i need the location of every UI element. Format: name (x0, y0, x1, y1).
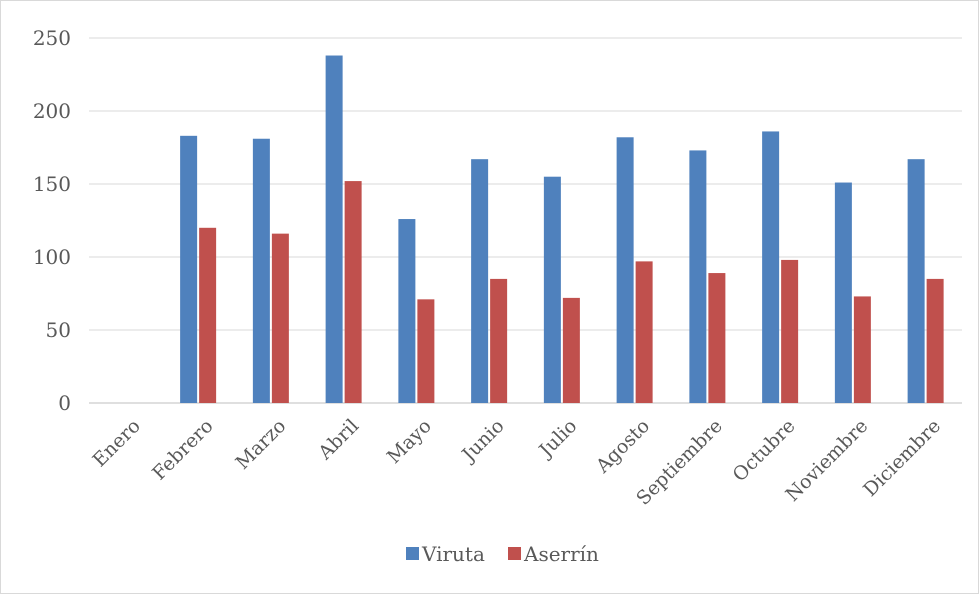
bar-aserrin-marzo (271, 233, 289, 403)
y-tick-label: 250 (33, 26, 71, 50)
y-axis-tick-labels: 0 50 100 150 200 250 (33, 26, 71, 415)
y-tick-label: 50 (46, 318, 71, 342)
bar-aserrin-junio (490, 278, 508, 403)
gridlines (89, 37, 962, 404)
x-tick-label: Diciembre (859, 415, 945, 501)
bar-aserrin-mayo (417, 299, 435, 403)
x-tick-label: Octubre (729, 415, 800, 486)
bars (180, 55, 944, 404)
x-tick-label: Julio (534, 415, 582, 463)
x-tick-label: Marzo (231, 415, 290, 474)
bar-aserrin-octubre (781, 259, 799, 403)
bar-viruta-agosto (616, 137, 634, 403)
x-tick-label: Mayo (383, 415, 436, 468)
bar-aserrin-noviembre (853, 296, 871, 403)
x-tick-label: Junio (457, 415, 509, 467)
bar-viruta-septiembre (689, 150, 707, 403)
bar-aserrin-septiembre (708, 273, 726, 403)
bar-viruta-marzo (252, 138, 270, 404)
bar-aserrin-diciembre (926, 278, 944, 403)
bar-aserrin-febrero (199, 227, 217, 403)
x-axis-category-labels: Enero Febrero Marzo Abril Mayo Junio Julio Agos… (88, 415, 945, 510)
legend-label: Aserrín (523, 542, 599, 566)
legend: Viruta Aserrín (406, 542, 599, 566)
bar-viruta-diciembre (907, 159, 925, 403)
bar-viruta-mayo (398, 219, 416, 403)
bar-aserrin-abril (344, 181, 362, 403)
bar-aserrin-julio (562, 297, 580, 403)
bar-aserrin-agosto (635, 261, 653, 403)
legend-swatch (406, 547, 419, 560)
bar-viruta-junio (471, 159, 489, 403)
bar-viruta-abril (325, 55, 343, 404)
y-tick-label: 200 (33, 99, 71, 123)
x-tick-label: Agosto (591, 415, 654, 478)
bar-viruta-octubre (762, 131, 780, 403)
x-tick-label: Enero (88, 415, 144, 471)
bar-viruta-noviembre (834, 182, 852, 403)
x-tick-label: Febrero (148, 415, 218, 485)
bar-viruta-febrero (180, 135, 198, 403)
y-tick-label: 150 (33, 172, 71, 196)
bar-viruta-julio (543, 176, 561, 403)
y-tick-label: 0 (58, 391, 71, 415)
x-tick-label: Abril (314, 415, 364, 465)
y-tick-label: 100 (33, 245, 71, 269)
legend-label: Viruta (421, 542, 485, 566)
legend-swatch (508, 547, 521, 560)
